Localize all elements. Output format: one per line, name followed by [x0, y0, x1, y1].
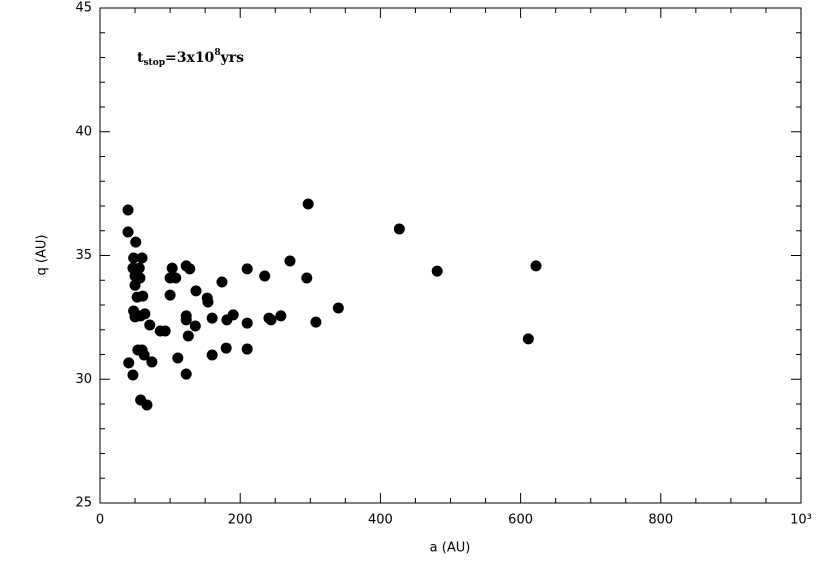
- point: [128, 252, 140, 264]
- x-tick-label: 800: [648, 513, 673, 528]
- y-tick-label: 40: [75, 124, 92, 139]
- point: [184, 263, 196, 275]
- point: [265, 314, 277, 326]
- point: [530, 260, 542, 272]
- y-axis-label: q (AU): [35, 235, 50, 276]
- x-tick-label: 600: [508, 513, 533, 528]
- point: [164, 289, 176, 301]
- plot-frame: [99, 7, 802, 504]
- point: [129, 279, 141, 291]
- point: [127, 369, 139, 381]
- point: [302, 198, 314, 210]
- point: [241, 263, 253, 275]
- x-tick-label: 200: [228, 513, 253, 528]
- point: [393, 223, 405, 235]
- point: [284, 255, 296, 267]
- point: [206, 349, 218, 361]
- point: [141, 399, 153, 411]
- point: [227, 309, 239, 321]
- y-tick-label: 45: [75, 1, 92, 16]
- point: [170, 272, 182, 284]
- x-tick-label: 0: [96, 513, 104, 528]
- annotation-main: =3x10: [165, 50, 215, 66]
- point: [130, 236, 142, 248]
- point: [275, 310, 287, 322]
- annotation-tail: yrs: [220, 50, 245, 66]
- x-tick-label: 400: [368, 513, 393, 528]
- point: [123, 357, 135, 369]
- point: [522, 333, 534, 345]
- point: [241, 343, 253, 355]
- y-tick-label: 30: [75, 372, 92, 387]
- annotation: tstop=3x108yrs: [137, 48, 244, 68]
- point: [190, 285, 202, 297]
- point: [180, 314, 192, 326]
- point: [159, 325, 171, 337]
- point: [202, 296, 214, 308]
- point: [206, 312, 218, 324]
- x-tick-label: 10³: [790, 513, 812, 528]
- point: [122, 204, 134, 216]
- y-tick-label: 35: [75, 248, 92, 263]
- x-axis-label: a (AU): [430, 541, 471, 556]
- point: [122, 226, 134, 238]
- annotation-text: t: [137, 50, 144, 66]
- point: [144, 319, 156, 331]
- point: [166, 262, 178, 274]
- point: [172, 352, 184, 364]
- point: [220, 342, 232, 354]
- point: [241, 317, 253, 329]
- point: [259, 270, 271, 282]
- point: [180, 368, 192, 380]
- point: [216, 276, 228, 288]
- point: [189, 320, 201, 332]
- point: [431, 265, 443, 277]
- annotation-superscript: 8: [214, 48, 220, 58]
- point: [136, 252, 148, 264]
- annotation-subscript: stop: [143, 58, 165, 68]
- y-tick-label: 25: [75, 496, 92, 511]
- point: [301, 272, 313, 284]
- point: [138, 349, 150, 361]
- point: [182, 330, 194, 342]
- point: [146, 356, 158, 368]
- point: [139, 308, 151, 320]
- point: [137, 290, 149, 302]
- point: [332, 302, 344, 314]
- point: [310, 316, 322, 328]
